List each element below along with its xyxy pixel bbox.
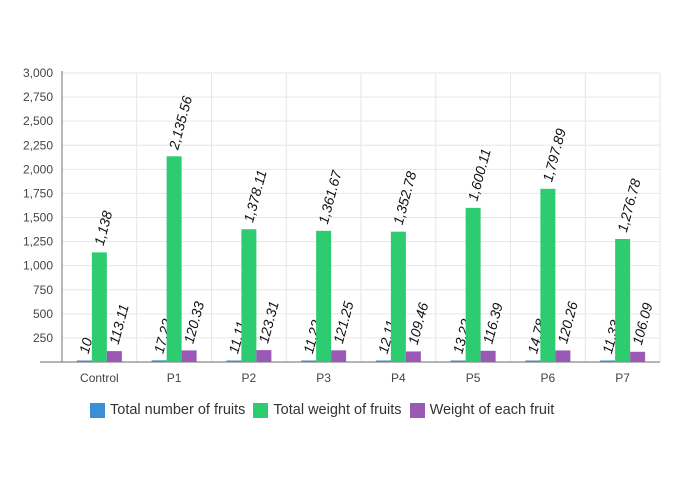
x-tick-label: P1 — [167, 371, 182, 385]
y-tick-label: 2,000 — [23, 162, 53, 176]
y-tick-label: 2,250 — [23, 138, 53, 152]
y-tick-label: 3,000 — [23, 66, 53, 80]
bar — [600, 360, 616, 362]
bar — [91, 252, 107, 362]
data-label: 113.11 — [106, 302, 132, 346]
data-label: 116.39 — [480, 301, 506, 346]
bar — [465, 207, 481, 362]
bar — [331, 350, 347, 362]
legend-swatch-weight — [253, 402, 269, 418]
data-label: 1,276.78 — [614, 177, 644, 234]
x-tick-label: P5 — [466, 371, 481, 385]
y-tick-label: 2,500 — [23, 114, 53, 128]
data-label: 1,797.89 — [539, 127, 569, 184]
x-tick-label: P4 — [391, 371, 406, 385]
bar — [630, 351, 646, 362]
bar — [166, 156, 182, 362]
y-tick-label: 1,000 — [23, 259, 53, 273]
bar — [375, 360, 391, 362]
y-tick-label: 1,250 — [23, 235, 53, 249]
data-label: 1,361.67 — [315, 168, 345, 226]
y-tick-label: 750 — [33, 283, 53, 297]
legend-item-each[interactable]: Weight of each fruit — [409, 402, 555, 418]
x-tick-label: P2 — [242, 371, 257, 385]
bar — [106, 351, 122, 362]
legend-swatch-number — [90, 402, 105, 418]
bar — [480, 350, 496, 362]
x-tick-label: P6 — [541, 371, 556, 385]
data-label: 109.46 — [405, 301, 432, 347]
bar — [151, 360, 167, 362]
data-label: 1,378.11 — [240, 168, 269, 224]
legend-swatch-each — [409, 402, 425, 418]
legend: Total number of fruits Total weight of f… — [90, 402, 554, 418]
bar — [301, 360, 317, 362]
legend-item-number[interactable]: Total number of fruits — [90, 402, 245, 418]
data-label: 1,600.11 — [465, 147, 494, 203]
bar — [555, 350, 571, 362]
bar — [226, 360, 242, 362]
bar — [256, 350, 272, 362]
bar — [450, 360, 466, 362]
legend-label-weight: Total weight of fruits — [273, 402, 402, 418]
bar — [615, 239, 631, 362]
bar — [540, 188, 556, 362]
x-tick-label: P3 — [316, 371, 331, 385]
legend-item-weight[interactable]: Total weight of fruits — [253, 402, 402, 418]
bar — [525, 360, 541, 362]
bar — [181, 350, 197, 362]
bar — [405, 351, 421, 362]
legend-label-each: Weight of each fruit — [429, 402, 555, 418]
legend-label-number: Total number of fruits — [110, 402, 246, 418]
bar — [390, 231, 406, 362]
bar — [241, 229, 257, 362]
y-tick-label: 2,750 — [23, 90, 53, 104]
x-tick-label: P7 — [615, 371, 630, 385]
y-tick-label: 250 — [33, 331, 53, 345]
y-tick-label: 500 — [33, 307, 53, 321]
y-tick-label: 1,750 — [23, 186, 53, 200]
x-tick-label: Control — [80, 371, 119, 385]
bar — [76, 360, 92, 362]
data-label: 106.09 — [629, 301, 656, 347]
data-label: 10 — [76, 336, 96, 355]
bar — [316, 230, 332, 362]
data-label: 2,135.56 — [165, 94, 195, 152]
y-tick-label: 1,500 — [23, 211, 53, 225]
